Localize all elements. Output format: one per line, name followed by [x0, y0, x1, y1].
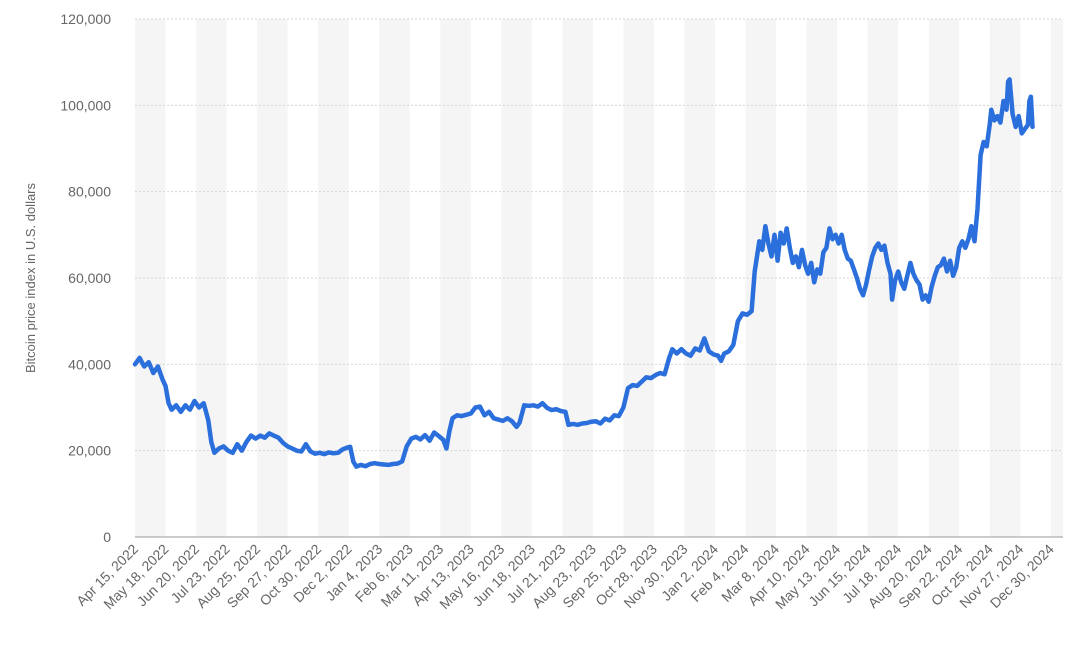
y-tick-label: 20,000: [68, 443, 111, 459]
y-tick-label: 60,000: [68, 270, 111, 286]
y-tick-label: 80,000: [68, 184, 111, 200]
y-tick-label: 120,000: [60, 11, 111, 27]
y-axis-ticks: 0 20,000 40,000 60,000 80,000 100,000 120,000: [60, 11, 111, 545]
y-axis-label: Bitcoin price index in U.S. dollars: [23, 182, 38, 373]
y-tick-label: 40,000: [68, 356, 111, 372]
price-line: [132, 77, 1035, 469]
y-tick-label: 0: [103, 529, 111, 545]
y-tick-label: 100,000: [60, 97, 111, 113]
